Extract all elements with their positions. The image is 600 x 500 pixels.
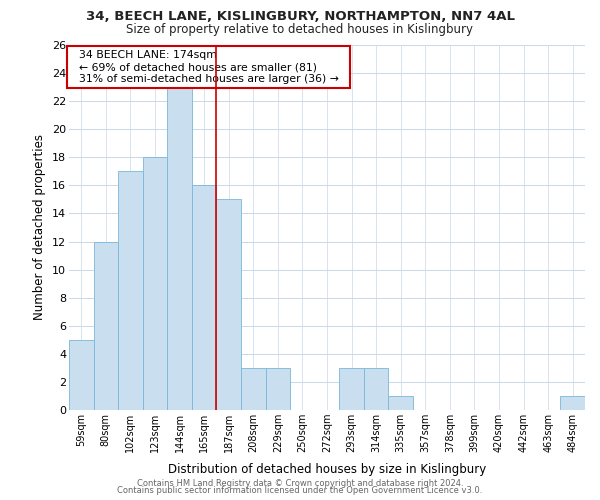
- Bar: [94, 242, 118, 410]
- Bar: [560, 396, 585, 410]
- Bar: [241, 368, 266, 410]
- Text: 34, BEECH LANE, KISLINGBURY, NORTHAMPTON, NN7 4AL: 34, BEECH LANE, KISLINGBURY, NORTHAMPTON…: [86, 10, 515, 23]
- Bar: [339, 368, 364, 410]
- Bar: [192, 186, 217, 410]
- Text: 34 BEECH LANE: 174sqm
  ← 69% of detached houses are smaller (81)
  31% of semi-: 34 BEECH LANE: 174sqm ← 69% of detached …: [71, 50, 346, 84]
- Text: Contains HM Land Registry data © Crown copyright and database right 2024.: Contains HM Land Registry data © Crown c…: [137, 478, 463, 488]
- Text: Size of property relative to detached houses in Kislingbury: Size of property relative to detached ho…: [127, 22, 473, 36]
- Bar: [143, 158, 167, 410]
- Bar: [217, 200, 241, 410]
- Bar: [167, 87, 192, 410]
- Bar: [69, 340, 94, 410]
- Bar: [118, 172, 143, 410]
- Y-axis label: Number of detached properties: Number of detached properties: [34, 134, 46, 320]
- Bar: [388, 396, 413, 410]
- X-axis label: Distribution of detached houses by size in Kislingbury: Distribution of detached houses by size …: [168, 464, 486, 476]
- Bar: [364, 368, 388, 410]
- Bar: [266, 368, 290, 410]
- Text: Contains public sector information licensed under the Open Government Licence v3: Contains public sector information licen…: [118, 486, 482, 495]
